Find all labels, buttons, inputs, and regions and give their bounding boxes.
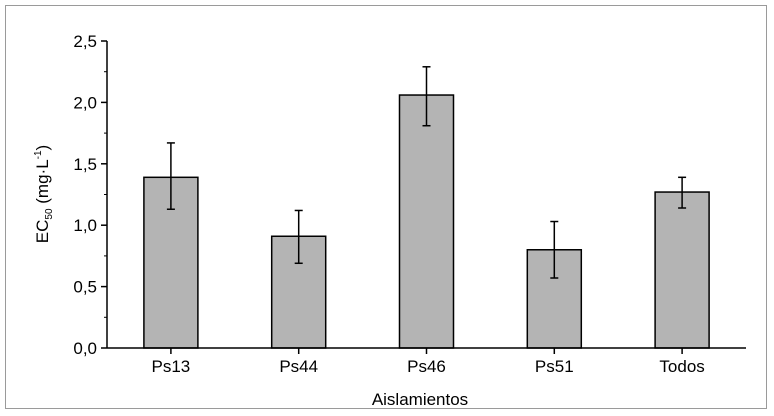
x-tick-label: Ps13 — [152, 357, 191, 376]
chart-frame — [5, 5, 767, 409]
y-axis-title-main: EC — [33, 220, 52, 244]
y-axis-title-close: ) — [33, 145, 52, 151]
y-tick-label: 0,5 — [73, 278, 97, 297]
y-tick-label: 0,0 — [73, 339, 97, 358]
y-axis-title-superscript: -1 — [33, 150, 44, 159]
x-ticks-group: Ps13 Ps44 Ps46 Ps51 Todos — [152, 348, 705, 376]
y-tick-label: 2,0 — [73, 93, 97, 112]
bar-ps46 — [398, 94, 455, 349]
x-tick-label: Ps46 — [407, 357, 446, 376]
y-axis-title-subscript: 50 — [44, 208, 55, 220]
x-tick-label: Ps51 — [535, 357, 574, 376]
y-tick-label: 1,0 — [73, 216, 97, 235]
y-tick-label: 1,5 — [73, 155, 97, 174]
x-tick-label: Todos — [659, 357, 704, 376]
x-axis-title: Aislamientos — [372, 390, 468, 409]
y-tick-label: 2,5 — [73, 32, 97, 51]
error-bars-group — [166, 66, 687, 279]
y-ticks-group: 0,0 0,5 1,0 1,5 2,0 2,5 — [73, 32, 107, 358]
y-axis-title-unit: (mg·L — [33, 159, 52, 208]
y-axis-title: EC50 (mg·L-1) — [33, 145, 55, 243]
x-tick-label: Ps44 — [279, 357, 318, 376]
bars-group — [143, 94, 710, 349]
bar-ps51 — [526, 249, 583, 349]
bar-todos — [654, 191, 710, 349]
